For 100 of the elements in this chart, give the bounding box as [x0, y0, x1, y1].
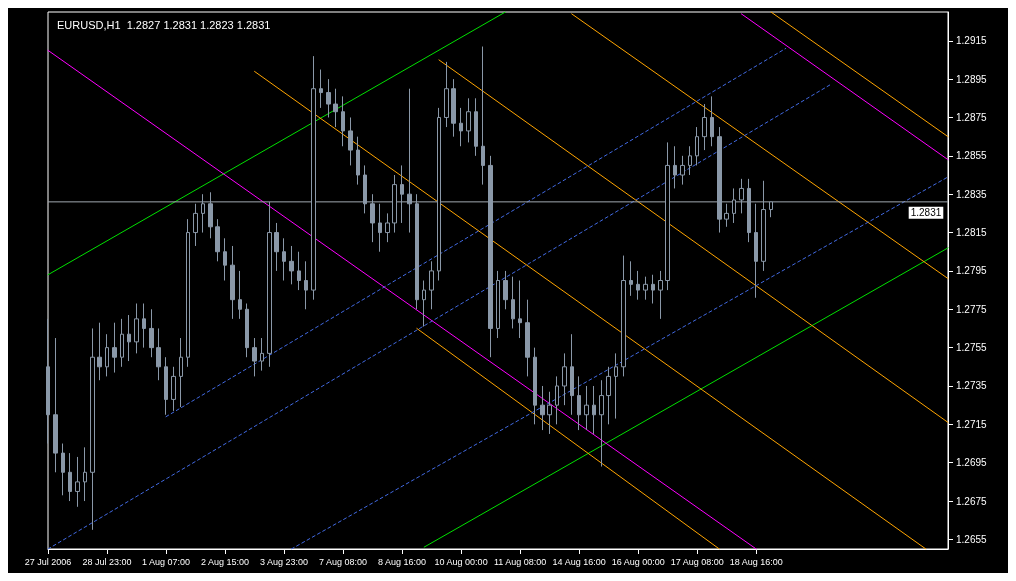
candlestick [599, 379, 604, 468]
x-tick-label: 11 Aug 08:00 [493, 556, 547, 567]
candlestick [282, 237, 286, 281]
candlestick [407, 88, 412, 234]
x-tick-label: 3 Aug 23:00 [260, 556, 309, 567]
y-tick-label: 1.2755 [956, 342, 988, 354]
y-tick-label: 1.2835 [956, 188, 988, 200]
candlestick [643, 276, 648, 301]
y-tick-label: 1.2855 [956, 150, 988, 162]
y-tick-label: 1.2715 [956, 418, 988, 430]
candlestick [761, 180, 766, 272]
candlestick [46, 318, 50, 445]
candlestick [319, 69, 323, 109]
candlestick [688, 145, 692, 176]
y-tick-label: 1.2675 [956, 495, 988, 507]
candlestick [459, 107, 463, 147]
candlestick [577, 375, 581, 431]
candlestick [333, 88, 338, 128]
candlestick [112, 322, 117, 374]
candlestick [120, 318, 124, 368]
candlestick [488, 155, 493, 358]
candlestick [171, 366, 176, 412]
candlestick [208, 191, 213, 239]
y-tick-label: 1.2735 [956, 380, 988, 392]
candlestick [562, 352, 567, 406]
candlestick [724, 203, 729, 228]
candlestick [769, 201, 773, 218]
candlestick [451, 78, 456, 138]
candlestick [547, 391, 552, 435]
candlestick [592, 385, 596, 435]
candlestick [370, 193, 375, 243]
y-tick-label: 1.2915 [956, 35, 988, 47]
candlestick [732, 187, 736, 224]
candlestick [311, 55, 316, 301]
candlestick [53, 337, 58, 473]
candlestick [164, 356, 168, 416]
x-tick-label: 18 Aug 16:00 [729, 556, 783, 567]
candlestick [533, 347, 537, 425]
ref-line-label: 1.2831 [910, 207, 942, 219]
candlestick [429, 260, 434, 310]
candlestick [614, 352, 618, 420]
candlestick [540, 385, 545, 431]
y-tick-label: 1.2695 [956, 457, 988, 469]
x-tick-label: 1 Aug 07:00 [142, 556, 191, 567]
candlestick [252, 337, 257, 377]
candlestick [341, 95, 345, 147]
candlestick [710, 95, 714, 147]
y-tick-label: 1.2815 [956, 227, 988, 239]
candlestick [658, 270, 663, 320]
x-tick-label: 28 Jul 23:00 [82, 556, 132, 567]
candlestick [304, 260, 308, 310]
candlestick [238, 270, 242, 320]
candlestick [629, 260, 633, 297]
candlestick [363, 164, 367, 214]
candlestick [400, 164, 404, 224]
candlestick [179, 337, 183, 408]
candlestick [747, 178, 751, 243]
x-tick-label: 7 Aug 08:00 [319, 556, 368, 567]
candlestick [525, 299, 530, 377]
candlestick [260, 337, 264, 372]
candlestick [481, 46, 485, 186]
candlestick [193, 203, 198, 247]
candlestick [392, 174, 397, 234]
candlestick [149, 308, 154, 358]
candlestick [636, 270, 640, 301]
y-tick-label: 1.2655 [956, 533, 988, 545]
candlestick [61, 443, 65, 496]
candlestick [245, 303, 249, 358]
candlestick [584, 385, 589, 431]
candlestick [496, 270, 500, 339]
candlestick [356, 136, 360, 186]
candlestick [673, 145, 677, 189]
candlestick [105, 333, 109, 377]
candlestick [378, 203, 382, 253]
x-tick-label: 8 Aug 16:00 [378, 556, 427, 567]
candlestick [274, 222, 279, 272]
x-tick-label: 14 Aug 16:00 [552, 556, 606, 567]
candlestick [415, 193, 419, 310]
candlestick [230, 245, 235, 320]
x-tick-label: 27 Jul 2006 [24, 556, 72, 567]
candlestick [474, 97, 478, 157]
x-tick-label: 16 Aug 00:00 [611, 556, 665, 567]
candlestick [215, 218, 220, 262]
text: EURUSD,H1 1.2827 1.2831 1.2823 1.2831 [57, 18, 271, 31]
candlestick [267, 201, 272, 368]
candlestick [606, 366, 611, 425]
candlestick [97, 322, 102, 381]
candlestick [326, 78, 331, 118]
y-tick-label: 1.2775 [956, 303, 988, 315]
candlestick [201, 193, 205, 234]
candlestick [90, 327, 95, 531]
candlestick [134, 303, 139, 354]
candlestick [127, 314, 131, 362]
candlestick [518, 280, 522, 339]
candlestick [348, 116, 353, 166]
candlestick [702, 103, 707, 151]
candlestick [466, 97, 471, 143]
candlestick [289, 245, 294, 285]
candlestick [223, 237, 227, 281]
y-tick-label: 1.2795 [956, 265, 988, 277]
